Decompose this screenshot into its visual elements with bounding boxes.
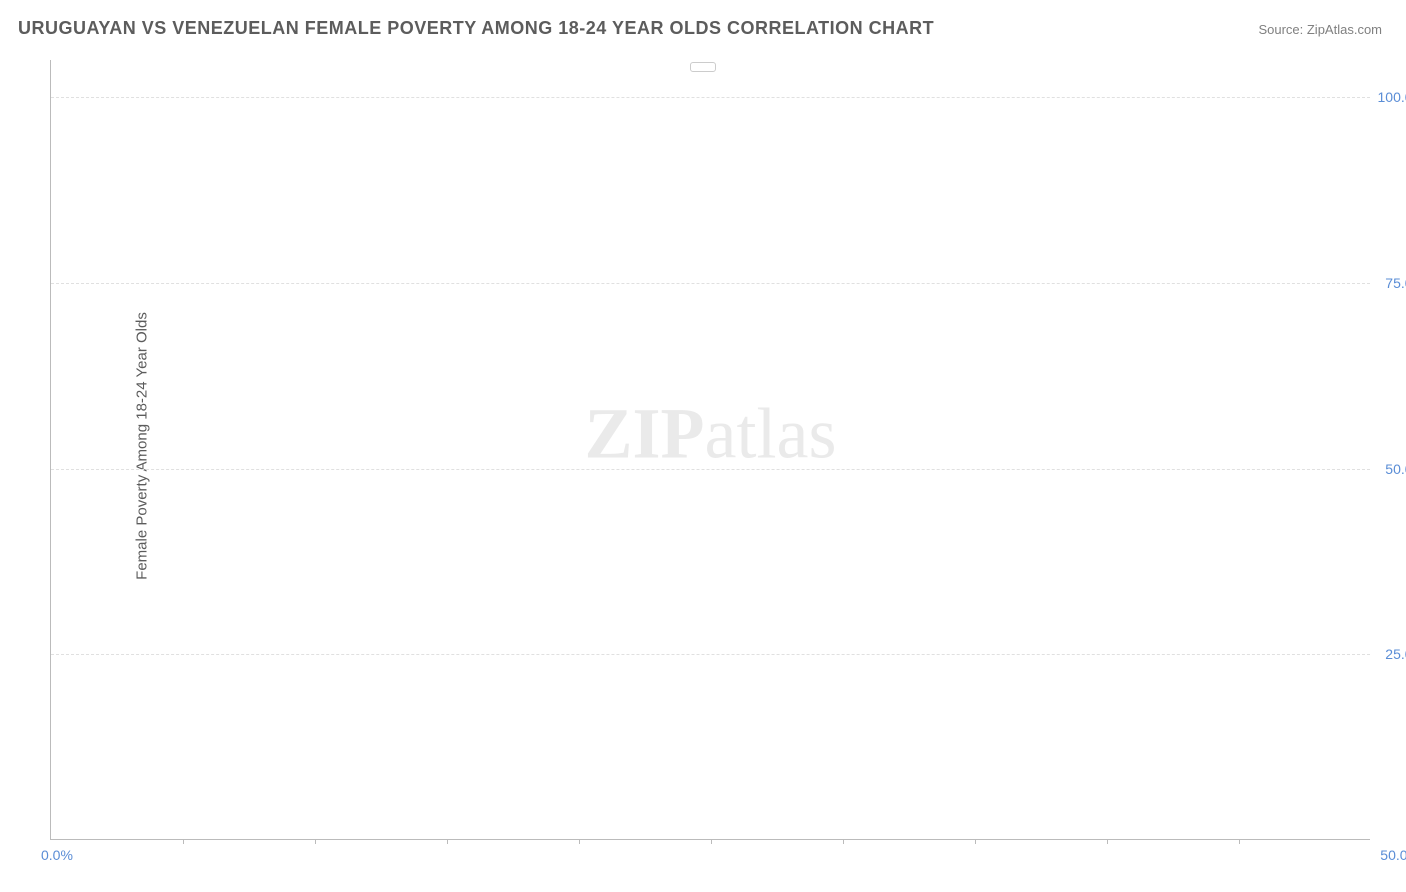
x-axis-tick-mark xyxy=(843,839,844,844)
gridline-horizontal xyxy=(51,469,1370,470)
x-axis-tick-mark xyxy=(315,839,316,844)
y-axis-tick-label: 25.0% xyxy=(1385,646,1406,662)
y-axis-tick-label: 50.0% xyxy=(1385,461,1406,477)
x-axis-tick-min: 0.0% xyxy=(41,847,73,863)
watermark-bold: ZIP xyxy=(585,393,705,473)
x-axis-tick-mark xyxy=(975,839,976,844)
chart-plot-area: ZIPatlas 0.0% 50.0% 25.0%50.0%75.0%100.0… xyxy=(50,60,1370,840)
x-axis-tick-max: 50.0% xyxy=(1380,847,1406,863)
gridline-horizontal xyxy=(51,283,1370,284)
chart-title: URUGUAYAN VS VENEZUELAN FEMALE POVERTY A… xyxy=(18,18,934,39)
watermark-rest: atlas xyxy=(705,393,837,473)
gridline-horizontal xyxy=(51,654,1370,655)
x-axis-tick-mark xyxy=(711,839,712,844)
trend-lines-layer xyxy=(51,60,1370,839)
legend-correlation xyxy=(690,62,716,72)
gridline-horizontal xyxy=(51,97,1370,98)
y-axis-tick-label: 100.0% xyxy=(1378,89,1406,105)
x-axis-tick-mark xyxy=(1239,839,1240,844)
source-attribution: Source: ZipAtlas.com xyxy=(1258,22,1382,37)
y-axis-tick-label: 75.0% xyxy=(1385,275,1406,291)
x-axis-tick-mark xyxy=(579,839,580,844)
x-axis-tick-mark xyxy=(183,839,184,844)
watermark: ZIPatlas xyxy=(585,392,837,475)
x-axis-tick-mark xyxy=(1107,839,1108,844)
x-axis-tick-mark xyxy=(447,839,448,844)
